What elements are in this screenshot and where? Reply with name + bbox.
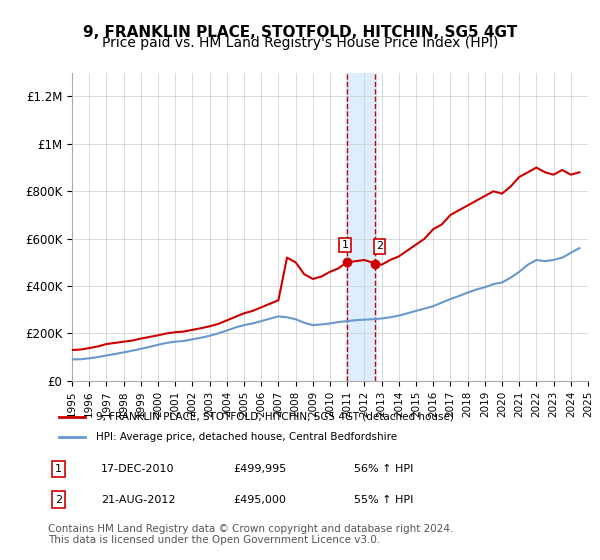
Text: 17-DEC-2010: 17-DEC-2010 [101,464,175,474]
Text: Price paid vs. HM Land Registry's House Price Index (HPI): Price paid vs. HM Land Registry's House … [102,36,498,50]
Text: 1: 1 [55,464,62,474]
Text: Contains HM Land Registry data © Crown copyright and database right 2024.
This d: Contains HM Land Registry data © Crown c… [48,524,454,545]
Text: 56% ↑ HPI: 56% ↑ HPI [354,464,413,474]
Text: £495,000: £495,000 [233,495,286,505]
Text: 2: 2 [376,241,383,251]
Text: HPI: Average price, detached house, Central Bedfordshire: HPI: Average price, detached house, Cent… [95,432,397,442]
Text: 1: 1 [341,240,349,250]
Text: 21-AUG-2012: 21-AUG-2012 [101,495,175,505]
Text: 9, FRANKLIN PLACE, STOTFOLD, HITCHIN, SG5 4GT: 9, FRANKLIN PLACE, STOTFOLD, HITCHIN, SG… [83,25,517,40]
Text: 9, FRANKLIN PLACE, STOTFOLD, HITCHIN, SG5 4GT (detached house): 9, FRANKLIN PLACE, STOTFOLD, HITCHIN, SG… [95,412,454,422]
Bar [346,73,376,381]
Text: £499,995: £499,995 [233,464,286,474]
Text: 55% ↑ HPI: 55% ↑ HPI [354,495,413,505]
Text: 2: 2 [55,495,62,505]
